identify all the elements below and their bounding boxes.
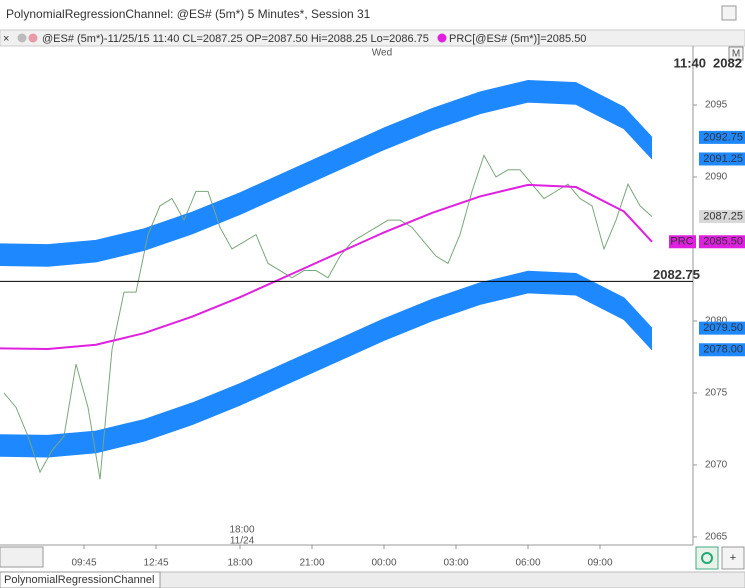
close-icon[interactable]: × (3, 33, 9, 45)
axis-marker (699, 210, 745, 224)
axis-marker (699, 343, 745, 357)
y-tick-label: 2065 (705, 532, 728, 543)
x-tick-label: 03:00 (443, 558, 468, 569)
icon[interactable] (28, 33, 38, 43)
refresh-button[interactable] (695, 546, 719, 570)
refresh-icon (701, 552, 713, 564)
tab-label[interactable]: PolynomialRegressionChannel (4, 574, 154, 586)
channel-line (0, 292, 653, 458)
info-text: @ES# (5m*)-11/25/15 11:40 CL=2087.25 OP=… (42, 33, 429, 45)
corner-box[interactable] (728, 46, 744, 61)
axis-marker-label: 2087.25 (703, 210, 743, 222)
axis-marker-tag (669, 235, 696, 249)
channel-line (0, 183, 653, 351)
price-line (3, 154, 653, 480)
axis-marker (699, 235, 745, 249)
price-line-label: 2082.75 (653, 267, 700, 282)
prc-info: PRC[@ES# (5m*)]=2085.50 (449, 33, 586, 45)
axis-marker-label: 2078.00 (703, 344, 743, 356)
channel-line (0, 79, 653, 246)
channel-line (0, 101, 653, 267)
price-label: 2082 (713, 55, 742, 70)
x-tick-label: 06:00 (515, 558, 540, 569)
y-tick-label: 2080 (705, 316, 728, 327)
channel-band (0, 80, 652, 267)
x-tick-label: 21:00 (299, 558, 324, 569)
axis-marker-label: 2079.50 (703, 322, 743, 334)
session-label: 18:00 (229, 525, 254, 536)
prc-dot (437, 33, 447, 43)
scroll-box[interactable] (0, 546, 44, 568)
axis-marker (699, 130, 745, 144)
x-tick-label: 09:00 (587, 558, 612, 569)
y-tick-label: 2075 (705, 388, 728, 399)
add-label[interactable]: + (730, 552, 736, 564)
axis-marker-label: 2092.75 (703, 131, 743, 143)
axis-marker (699, 152, 745, 166)
channel-band (0, 271, 652, 458)
axis-marker-tag-label: PRC (670, 236, 693, 248)
session-label: 11/24 (230, 536, 255, 547)
icon[interactable] (17, 33, 27, 43)
tab[interactable] (0, 571, 161, 588)
x-tick-label: 12:45 (143, 558, 168, 569)
y-tick-label: 2090 (705, 172, 728, 183)
add-button[interactable] (721, 546, 745, 570)
day-label: Wed (372, 48, 392, 59)
window-title: PolynomialRegressionChannel: @ES# (5m*) … (6, 7, 371, 21)
channel-line (0, 270, 653, 436)
axis-marker-label: 2091.25 (703, 153, 743, 165)
x-tick-label: 00:00 (371, 558, 396, 569)
time-label: 11:40 (673, 55, 706, 70)
window-button[interactable] (721, 5, 737, 21)
axis-marker-label: 2085.50 (703, 236, 743, 248)
corner-label[interactable]: M (732, 49, 740, 60)
y-tick-label: 2095 (705, 100, 728, 111)
plot-area (0, 79, 653, 480)
x-tick-label: 18:00 (227, 558, 252, 569)
y-tick-label: 2070 (705, 460, 728, 471)
tab-bar (0, 571, 745, 588)
x-tick-label: 09:45 (71, 558, 96, 569)
info-bar (0, 29, 745, 47)
axis-marker (699, 321, 745, 335)
